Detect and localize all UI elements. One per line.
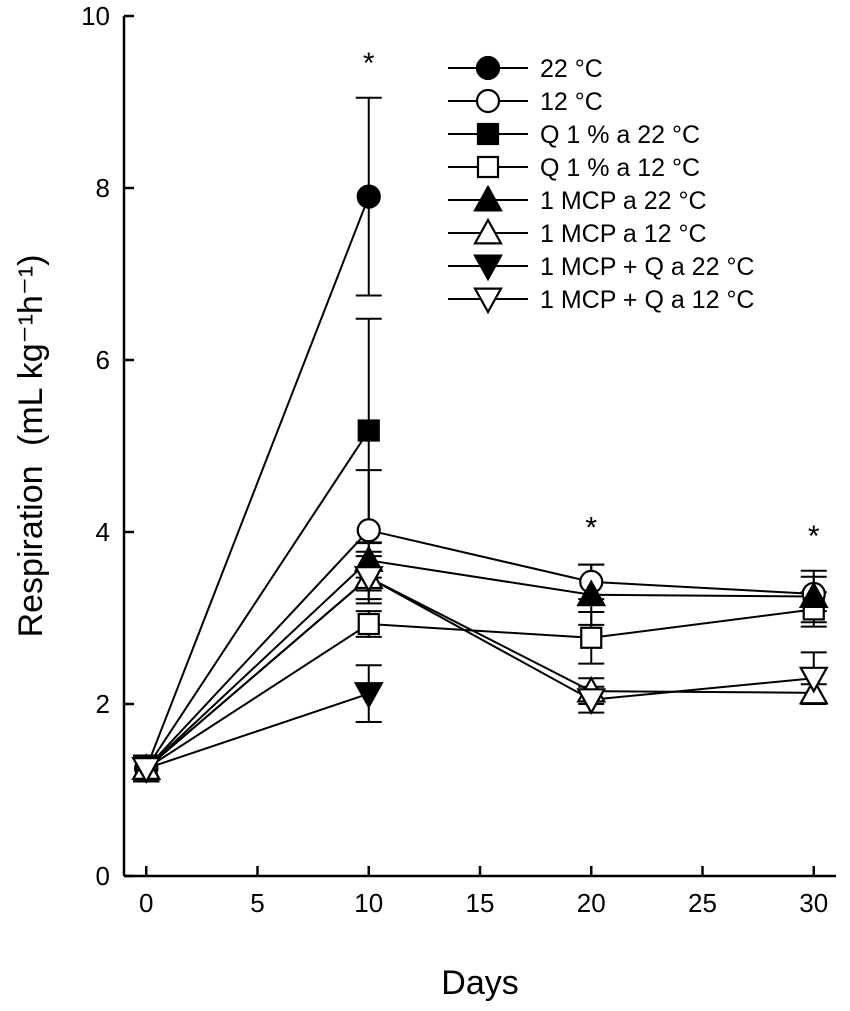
y-tick-label: 10 xyxy=(81,1,110,31)
legend-label: Q 1 % a 12 °C xyxy=(540,154,700,182)
series-markers xyxy=(131,184,829,784)
x-tick-label: 10 xyxy=(354,888,383,918)
legend-item: 1 MCP + Q a 12 °C xyxy=(448,286,755,315)
series-line-0 xyxy=(145,196,370,769)
data-point-2-1 xyxy=(357,419,380,442)
legend: 22 °C 12 °C Q 1 % a 22 °C Q 1 % a 12 °C 1 MC… xyxy=(448,55,755,315)
legend-marker xyxy=(475,88,501,114)
y-tick-label: 0 xyxy=(96,861,110,891)
series-line-3 xyxy=(145,608,814,770)
legend-label: 1 MCP a 22 °C xyxy=(540,187,707,215)
significance-layer: * * * xyxy=(363,47,820,553)
series-lines xyxy=(145,196,814,770)
legend-marker xyxy=(476,155,500,179)
legend-label: 1 MCP + Q a 22 °C xyxy=(540,253,755,281)
legend-item: 12 °C xyxy=(448,88,603,116)
x-tick-label: 0 xyxy=(139,888,153,918)
series-line-2 xyxy=(145,429,370,770)
significance-marker: * xyxy=(363,47,375,80)
series-line-6 xyxy=(145,692,370,770)
legend-label: 12 °C xyxy=(540,88,603,116)
series-line-7 xyxy=(145,576,814,770)
data-point-0-1 xyxy=(356,184,381,209)
legend-item: 22 °C xyxy=(448,55,603,83)
data-point-3-1 xyxy=(357,612,380,636)
data-point-7-0 xyxy=(131,756,162,784)
legend-item: 1 MCP + Q a 22 °C xyxy=(448,253,755,282)
legend-item: 1 MCP a 22 °C xyxy=(448,184,707,215)
y-axis-title: Respiration (mL kg⁻¹h⁻¹) xyxy=(12,255,50,638)
y-tick-label: 2 xyxy=(96,689,110,719)
legend-marker xyxy=(473,184,503,212)
legend-item: Q 1 % a 22 °C xyxy=(448,121,700,149)
legend-label: Q 1 % a 22 °C xyxy=(540,121,700,149)
legend-label: 1 MCP a 12 °C xyxy=(540,220,707,248)
data-point-7-3 xyxy=(798,666,829,694)
x-tick-label: 15 xyxy=(466,888,495,918)
x-tick-label: 20 xyxy=(577,888,606,918)
x-tick-label: 25 xyxy=(688,888,717,918)
x-tick-label: 5 xyxy=(250,888,264,918)
legend-item: Q 1 % a 12 °C xyxy=(448,154,700,182)
y-tick-label: 4 xyxy=(96,517,110,547)
y-axis-title-unit: (mL kg⁻¹h⁻¹) xyxy=(12,255,50,446)
x-tick-label: 30 xyxy=(799,888,828,918)
data-point-7-1 xyxy=(353,566,384,593)
series-layer xyxy=(131,96,829,784)
significance-marker: * xyxy=(585,511,597,544)
y-tick-label: 8 xyxy=(96,173,110,203)
data-point-3-2 xyxy=(580,626,603,649)
series-line-4 xyxy=(145,559,814,770)
y-tick-label: 6 xyxy=(96,345,110,375)
legend-label: 1 MCP + Q a 12 °C xyxy=(540,286,755,314)
legend-marker xyxy=(476,122,500,146)
data-point-1-1 xyxy=(356,518,381,543)
series-line-5 xyxy=(145,576,814,770)
legend-marker xyxy=(473,217,503,245)
x-axis-title: Days xyxy=(441,964,518,1002)
legend-marker xyxy=(473,254,503,282)
legend-marker xyxy=(473,287,503,315)
legend-marker xyxy=(475,55,501,81)
series-line-1 xyxy=(145,529,814,770)
legend-item: 1 MCP a 12 °C xyxy=(448,217,707,248)
legend-label: 22 °C xyxy=(540,55,603,83)
y-axis-title-label: Respiration xyxy=(12,465,50,637)
axes: 0 2 4 6 8 10 0 5 10 15 20 25 30 xyxy=(81,1,836,918)
data-point-4-2 xyxy=(576,579,607,607)
data-point-6-1 xyxy=(353,682,384,709)
significance-marker: * xyxy=(808,520,820,553)
data-point-4-3 xyxy=(798,581,829,609)
data-point-7-2 xyxy=(576,688,607,715)
